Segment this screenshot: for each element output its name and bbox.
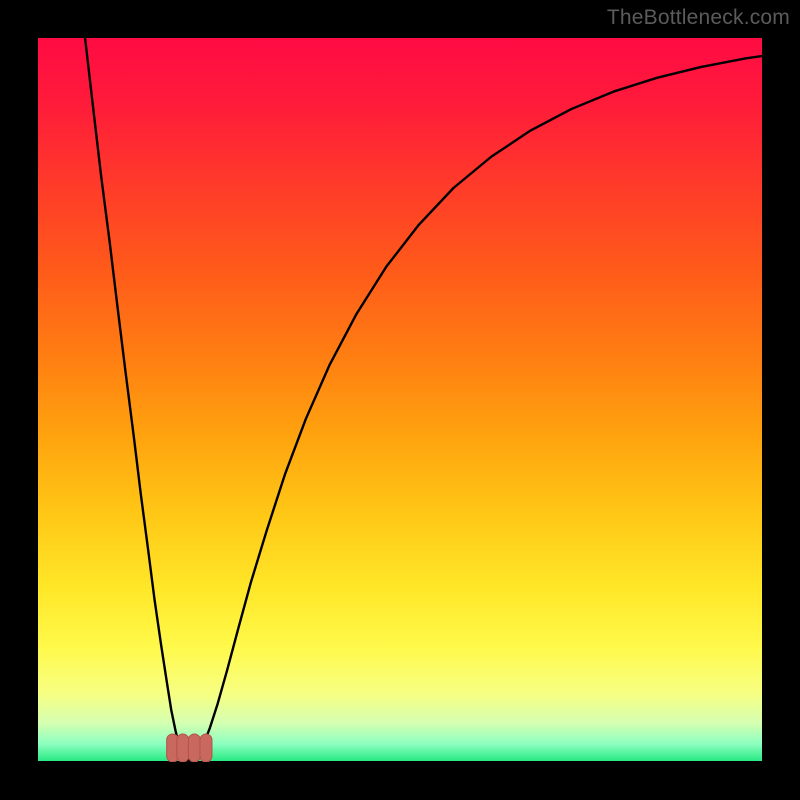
chart-canvas: TheBottleneck.com xyxy=(0,0,800,800)
watermark-label: TheBottleneck.com xyxy=(607,6,790,30)
chart-background xyxy=(0,0,800,800)
